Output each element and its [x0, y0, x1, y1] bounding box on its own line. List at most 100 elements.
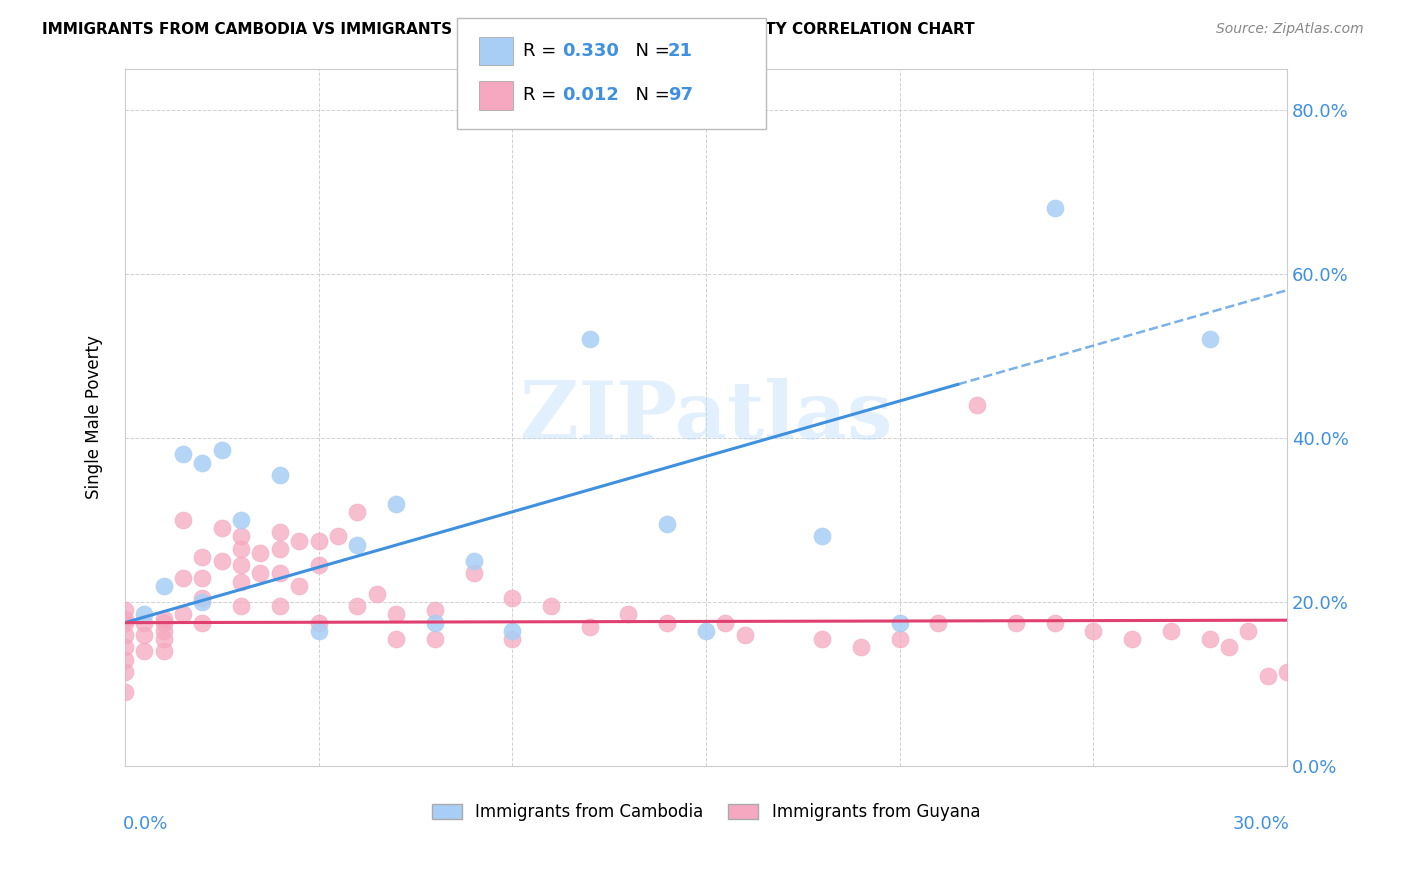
Point: [191, 615, 214, 630]
Text: 21: 21: [668, 42, 693, 60]
Point: [927, 615, 949, 630]
Point: [229, 513, 252, 527]
Point: [269, 467, 291, 482]
Point: [269, 599, 291, 614]
Point: [423, 603, 446, 617]
Y-axis label: Single Male Poverty: Single Male Poverty: [86, 335, 103, 500]
Point: [695, 624, 717, 638]
Point: [134, 607, 156, 622]
Point: [1043, 201, 1066, 215]
Point: [617, 607, 640, 622]
Point: [172, 447, 194, 461]
Point: [811, 632, 834, 646]
Point: [308, 615, 330, 630]
Point: [385, 632, 408, 646]
Point: [423, 615, 446, 630]
Point: [114, 640, 136, 655]
Point: [249, 566, 271, 581]
Text: IMMIGRANTS FROM CAMBODIA VS IMMIGRANTS FROM GUYANA SINGLE MALE POVERTY CORRELATI: IMMIGRANTS FROM CAMBODIA VS IMMIGRANTS F…: [42, 22, 974, 37]
Point: [501, 632, 523, 646]
Point: [229, 558, 252, 573]
Text: R =: R =: [523, 87, 562, 104]
Point: [152, 624, 174, 638]
Point: [269, 566, 291, 581]
Point: [463, 554, 485, 568]
Point: [269, 541, 291, 556]
Point: [578, 333, 600, 347]
Point: [269, 525, 291, 540]
Point: [152, 611, 174, 625]
Point: [1257, 669, 1279, 683]
Point: [229, 599, 252, 614]
Point: [211, 443, 233, 458]
Point: [366, 587, 388, 601]
Point: [114, 603, 136, 617]
Point: [229, 529, 252, 543]
Point: [229, 541, 252, 556]
Point: [1198, 632, 1220, 646]
Point: [152, 644, 174, 658]
Point: [1121, 632, 1143, 646]
Point: [463, 566, 485, 581]
Point: [211, 554, 233, 568]
Text: 0.0%: 0.0%: [122, 815, 167, 833]
Point: [346, 505, 368, 519]
Point: [114, 665, 136, 679]
Point: [288, 533, 311, 548]
Text: 97: 97: [668, 87, 693, 104]
Point: [714, 615, 737, 630]
Point: [1160, 624, 1182, 638]
Point: [114, 611, 136, 625]
Point: [134, 628, 156, 642]
Point: [385, 607, 408, 622]
Point: [811, 529, 834, 543]
Point: [114, 652, 136, 666]
Text: N =: N =: [624, 42, 676, 60]
Point: [889, 615, 911, 630]
Text: N =: N =: [624, 87, 676, 104]
Point: [501, 591, 523, 605]
Point: [540, 599, 562, 614]
Point: [501, 624, 523, 638]
Point: [423, 632, 446, 646]
Text: 0.012: 0.012: [562, 87, 619, 104]
Point: [172, 570, 194, 584]
Point: [1005, 615, 1028, 630]
Point: [114, 685, 136, 699]
Point: [308, 558, 330, 573]
Point: [657, 615, 679, 630]
Text: 30.0%: 30.0%: [1233, 815, 1289, 833]
Point: [657, 517, 679, 532]
Text: ZIPatlas: ZIPatlas: [520, 378, 891, 457]
Point: [385, 497, 408, 511]
Point: [346, 599, 368, 614]
Point: [152, 579, 174, 593]
Point: [229, 574, 252, 589]
Point: [308, 533, 330, 548]
Point: [1237, 624, 1260, 638]
Point: [1218, 640, 1240, 655]
Point: [578, 620, 600, 634]
Point: [734, 628, 756, 642]
Point: [288, 579, 311, 593]
Text: Source: ZipAtlas.com: Source: ZipAtlas.com: [1216, 22, 1364, 37]
Point: [172, 607, 194, 622]
Text: R =: R =: [523, 42, 562, 60]
Point: [152, 615, 174, 630]
Point: [326, 529, 349, 543]
Point: [1043, 615, 1066, 630]
Point: [114, 615, 136, 630]
Point: [966, 398, 988, 412]
Point: [191, 591, 214, 605]
Legend: Immigrants from Cambodia, Immigrants from Guyana: Immigrants from Cambodia, Immigrants fro…: [425, 797, 987, 828]
Point: [211, 521, 233, 535]
Text: 0.330: 0.330: [562, 42, 619, 60]
Point: [191, 595, 214, 609]
Point: [889, 632, 911, 646]
Point: [191, 570, 214, 584]
Point: [1198, 333, 1220, 347]
Point: [134, 615, 156, 630]
Point: [1275, 665, 1298, 679]
Point: [849, 640, 872, 655]
Point: [1083, 624, 1105, 638]
